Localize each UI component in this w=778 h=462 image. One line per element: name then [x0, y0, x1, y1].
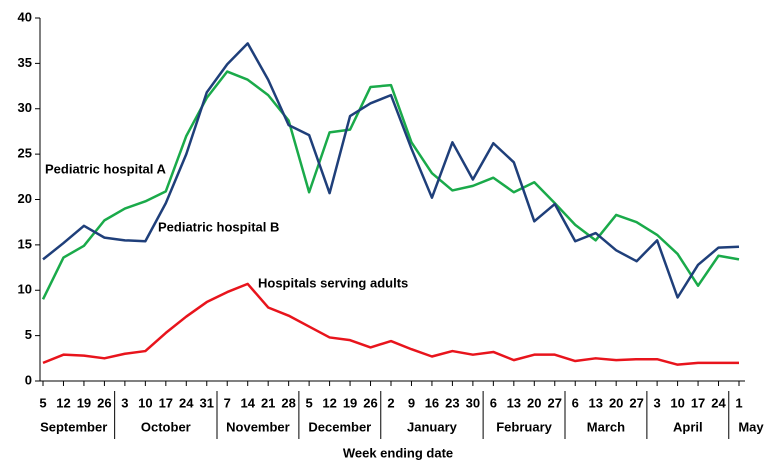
- series-line: [41, 70, 740, 300]
- x-tick-label: 17: [159, 395, 173, 410]
- y-tick-label: 0: [25, 372, 32, 387]
- x-tick-label: 5: [306, 395, 313, 410]
- x-tick-label: 19: [343, 395, 357, 410]
- x-tick-label: 21: [261, 395, 275, 410]
- x-tick-label: 10: [670, 395, 684, 410]
- x-tick-label: 19: [77, 395, 91, 410]
- y-tick-label: 15: [18, 236, 32, 251]
- x-tick-label: 26: [97, 395, 111, 410]
- x-tick-label: 26: [363, 395, 377, 410]
- x-tick-label: 31: [200, 395, 214, 410]
- month-label: November: [226, 419, 290, 434]
- x-tick-label: 14: [240, 395, 255, 410]
- x-tick-label: 20: [527, 395, 541, 410]
- x-tick-label: 20: [609, 395, 623, 410]
- x-tick-label: 27: [629, 395, 643, 410]
- y-tick-label: 25: [18, 146, 32, 161]
- month-label: March: [587, 419, 625, 434]
- x-tick-label: 24: [711, 395, 726, 410]
- x-tick-label: 5: [39, 395, 46, 410]
- x-tick-label: 12: [322, 395, 336, 410]
- month-label: September: [40, 419, 107, 434]
- month-label: January: [407, 419, 458, 434]
- series-label: Hospitals serving adults: [258, 275, 408, 290]
- month-label: April: [673, 419, 703, 434]
- y-tick-label: 40: [18, 9, 32, 24]
- x-tick-label: 27: [548, 395, 562, 410]
- x-tick-label: 6: [572, 395, 579, 410]
- x-tick-label: 2: [387, 395, 394, 410]
- x-tick-label: 28: [281, 395, 295, 410]
- y-tick-label: 5: [25, 327, 32, 342]
- series-label: Pediatric hospital A: [45, 161, 166, 176]
- x-tick-label: 13: [588, 395, 602, 410]
- month-label: May: [738, 419, 764, 434]
- x-tick-label: 23: [445, 395, 459, 410]
- x-tick-label: 17: [691, 395, 705, 410]
- month-label: February: [496, 419, 552, 434]
- x-tick-label: 9: [408, 395, 415, 410]
- series-line: [42, 282, 739, 366]
- month-label: October: [141, 419, 191, 434]
- x-axis-title: Week ending date: [343, 445, 453, 460]
- x-tick-label: 10: [138, 395, 152, 410]
- y-tick-label: 10: [18, 282, 32, 297]
- y-tick-label: 35: [18, 55, 32, 70]
- x-tick-label: 30: [466, 395, 480, 410]
- x-tick-label: 1: [735, 395, 742, 410]
- x-tick-label: 24: [179, 395, 194, 410]
- x-tick-label: 7: [224, 395, 231, 410]
- x-tick-label: 13: [507, 395, 521, 410]
- x-tick-label: 3: [654, 395, 661, 410]
- series-line: [42, 42, 740, 299]
- x-tick-label: 6: [490, 395, 497, 410]
- x-tick-label: 3: [121, 395, 128, 410]
- y-tick-label: 20: [18, 191, 32, 206]
- month-label: December: [308, 419, 371, 434]
- series-label: Pediatric hospital B: [158, 219, 279, 234]
- x-tick-label: 12: [56, 395, 70, 410]
- y-tick-label: 30: [18, 100, 32, 115]
- x-tick-label: 16: [425, 395, 439, 410]
